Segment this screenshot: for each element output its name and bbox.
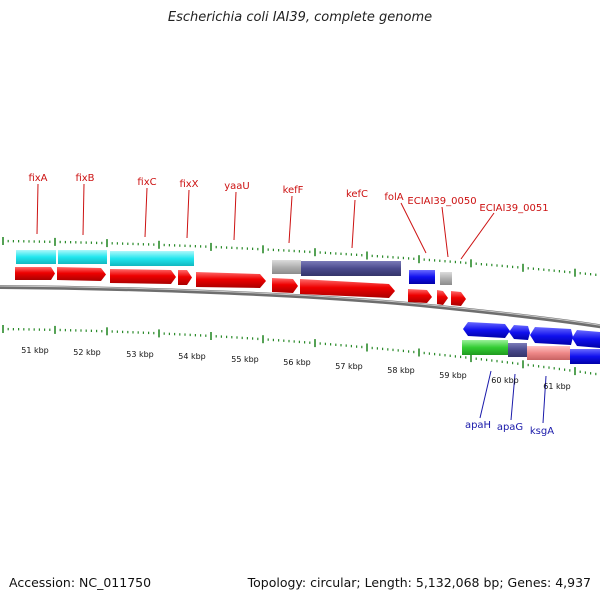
upper-feature-track: [16, 250, 452, 285]
accession-text: Accession: NC_011750: [9, 575, 152, 590]
gene-yaaU: [196, 272, 266, 288]
kbp-label-55: 55 kbp: [231, 355, 259, 364]
label-ksgA: ksgA: [530, 426, 554, 437]
gene-blue-2: [509, 325, 530, 340]
kbp-label-51: 51 kbp: [21, 346, 49, 355]
label-fixC: fixC: [137, 177, 156, 188]
kbp-tick-labels: 51 kbp 52 kbp 53 kbp 54 kbp 55 kbp 56 kb…: [21, 346, 571, 391]
kbp-label-57: 57 kbp: [335, 362, 363, 371]
label-fixX: fixX: [179, 179, 198, 190]
kbp-label-61: 61 kbp: [543, 382, 571, 391]
feature-ECIAI39_0050: [440, 272, 452, 285]
genome-backbone: [0, 285, 600, 329]
feature-blue-end: [570, 349, 600, 364]
kbp-label-59: 59 kbp: [439, 371, 467, 380]
lower-gene-track: [463, 322, 600, 348]
gene-fixC: [110, 269, 176, 284]
gene-blue-4: [572, 330, 600, 348]
upper-tick-track: [2, 237, 597, 277]
label-kefF: kefF: [283, 185, 304, 196]
gene-labels-top: fixA fixB fixC fixX yaaU kefF kefC folA …: [28, 173, 548, 214]
feature-fixA: [16, 250, 56, 264]
label-fixA: fixA: [28, 173, 47, 184]
gene-blue-1: [463, 322, 510, 338]
gene-blue-3: [530, 327, 573, 345]
gene-folA: [408, 289, 432, 303]
gene-labels-bottom: apaH apaG ksgA: [465, 420, 554, 437]
feature-fixC: [110, 251, 194, 266]
label-fixB: fixB: [75, 173, 94, 184]
genome-title: Escherichia coli IAI39, complete genome: [167, 10, 433, 25]
label-ECIAI39_0051: ECIAI39_0051: [479, 203, 548, 214]
feature-apaG: [508, 343, 527, 357]
gene-kefC: [300, 279, 395, 298]
label-folA: folA: [384, 192, 403, 203]
feature-fixB: [58, 250, 107, 264]
lower-tick-track: [2, 325, 597, 376]
feature-kefF: [272, 260, 301, 274]
label-kefC: kefC: [346, 189, 368, 200]
label-apaG: apaG: [497, 422, 523, 433]
kbp-label-58: 58 kbp: [387, 366, 415, 375]
genome-summary-text: Topology: circular; Length: 5,132,068 bp…: [247, 575, 591, 590]
gene-label-leaders: [36, 183, 547, 424]
gene-kefF: [272, 278, 298, 293]
kbp-label-56: 56 kbp: [283, 358, 311, 367]
gene-fixB: [57, 267, 106, 281]
kbp-label-54: 54 kbp: [178, 352, 206, 361]
genome-backbone-highlight: [0, 285, 600, 326]
label-yaaU: yaaU: [224, 181, 250, 192]
feature-apaH: [462, 340, 508, 355]
kbp-label-60: 60 kbp: [491, 376, 519, 385]
feature-ksgA: [527, 346, 570, 360]
kbp-label-53: 53 kbp: [126, 350, 154, 359]
feature-kefC: [301, 261, 401, 276]
feature-folA: [409, 270, 435, 284]
gene-ECIAI39_0050: [437, 290, 448, 305]
gene-fixX: [178, 270, 192, 285]
lower-feature-track: [462, 340, 600, 364]
kbp-label-52: 52 kbp: [73, 348, 101, 357]
upper-gene-track: [15, 267, 466, 306]
gene-ECIAI39_0051: [451, 291, 466, 306]
label-ECIAI39_0050: ECIAI39_0050: [407, 196, 476, 207]
gene-fixA: [15, 267, 55, 280]
label-apaH: apaH: [465, 420, 491, 431]
